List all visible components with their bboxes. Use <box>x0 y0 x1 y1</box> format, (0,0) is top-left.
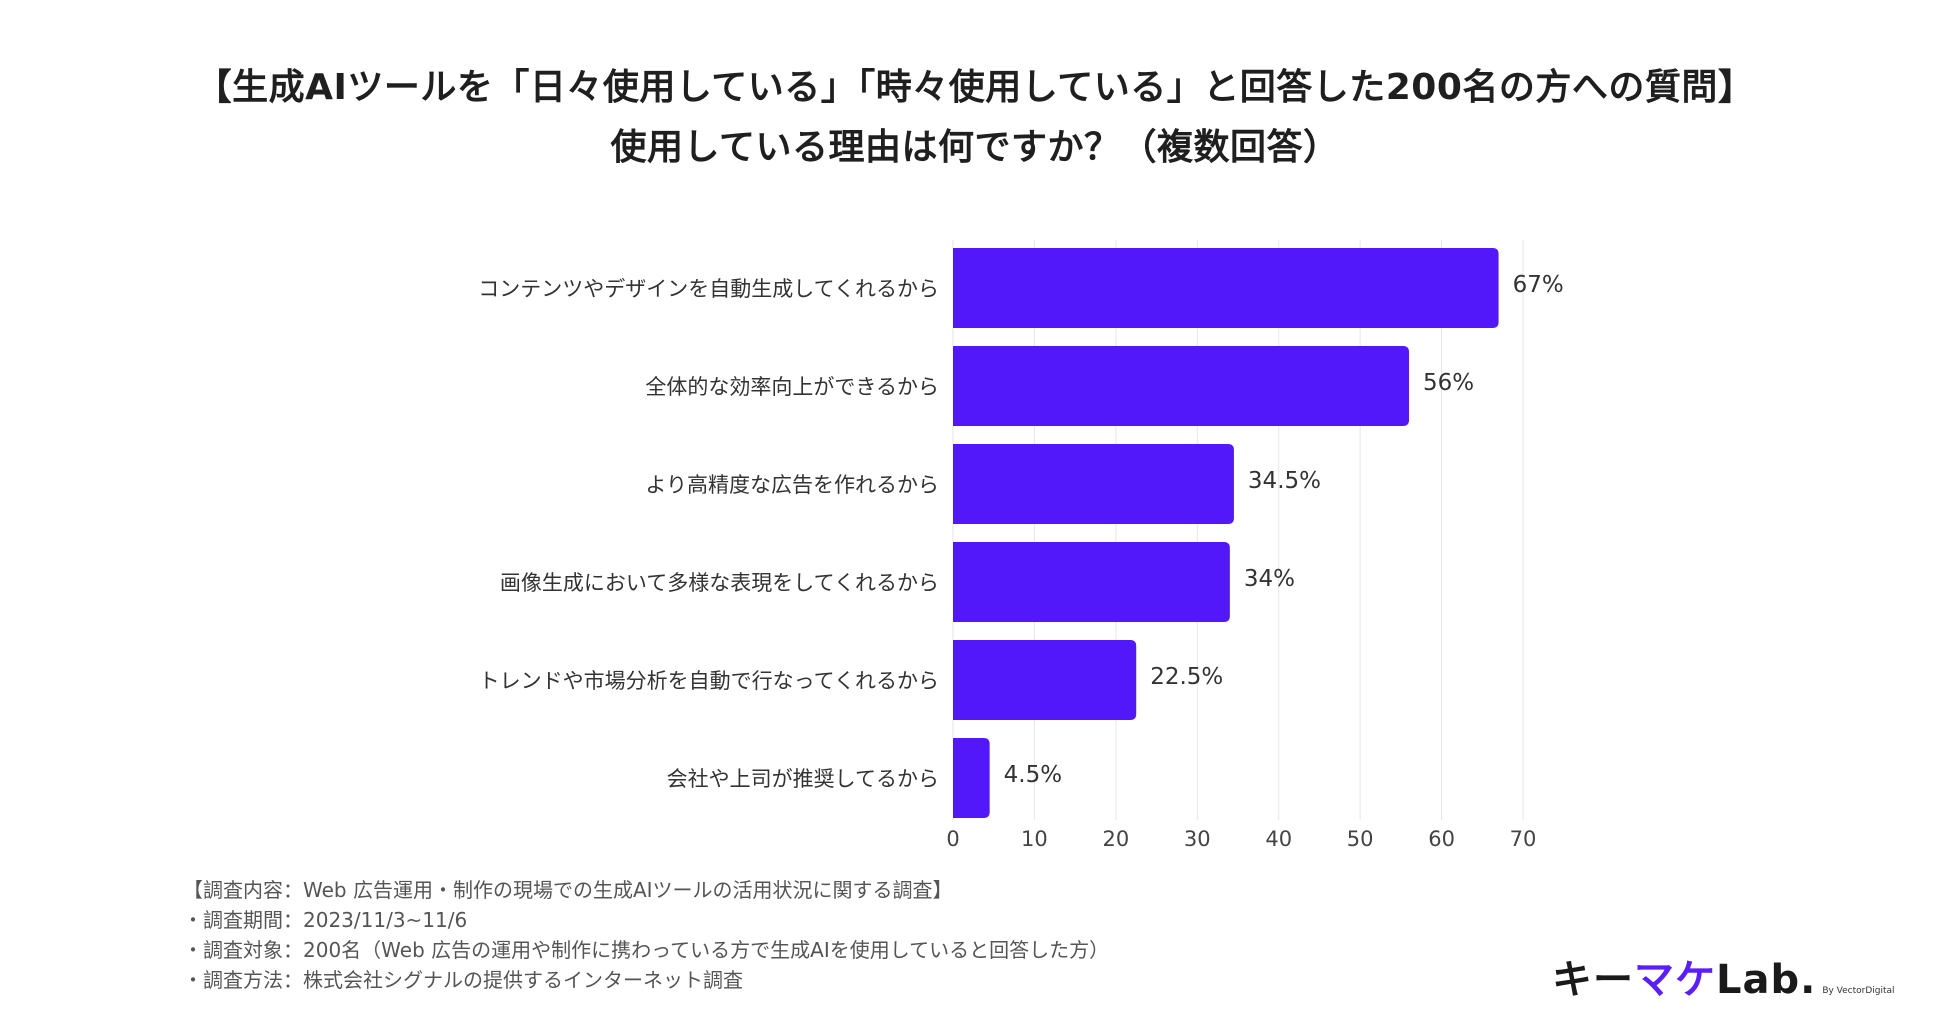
logo-part-1: キー <box>1552 957 1634 1003</box>
chart-title: 【生成AIツールを「日々使用している」「時々使用している」と回答した200名の方… <box>0 58 1950 178</box>
title-line-1: 【生成AIツールを「日々使用している」「時々使用している」と回答した200名の方… <box>195 67 1755 108</box>
x-tick-label: 70 <box>1510 827 1537 851</box>
category-label: より高精度な広告を作れるから <box>645 473 939 497</box>
survey-method-note: ・調査方法：株式会社シグナルの提供するインターネット調査 <box>183 968 743 992</box>
x-tick-label: 20 <box>1102 827 1129 851</box>
category-label: 画像生成において多様な表現をしてくれるから <box>500 571 939 595</box>
logo-part-2: マケ <box>1634 957 1716 1003</box>
survey-notes: 【調査内容：Web 広告運用・制作の現場での生成AIツールの活用状況に関する調査… <box>183 875 1109 995</box>
x-tick-label: 60 <box>1428 827 1455 851</box>
data-label: 4.5% <box>1004 762 1062 788</box>
logo-wordmark: キーマケLab. <box>1552 958 1816 1002</box>
x-tick-label: 40 <box>1265 827 1292 851</box>
logo-byline: By VectorDigital <box>1822 986 1895 996</box>
data-label: 34% <box>1244 566 1295 592</box>
category-label: コンテンツやデザインを自動生成してくれるから <box>478 277 939 301</box>
bar <box>953 444 1234 524</box>
data-label: 34.5% <box>1248 468 1321 494</box>
logo-part-3: Lab. <box>1716 957 1817 1003</box>
category-label: 会社や上司が推奨してるから <box>667 767 939 791</box>
bar <box>953 248 1499 328</box>
bar <box>953 738 990 818</box>
x-tick-label: 10 <box>1021 827 1048 851</box>
bar <box>953 346 1409 426</box>
brand-logo: キーマケLab. By VectorDigital <box>1552 952 1895 1002</box>
survey-period-note: ・調査期間：2023/11/3~11/6 <box>183 908 468 932</box>
x-tick-label: 50 <box>1347 827 1374 851</box>
x-tick-label: 30 <box>1184 827 1211 851</box>
bar <box>953 640 1137 720</box>
bar-chart: 0 10 20 30 40 50 60 70 コンテンツやデザインを自動生成してくれるから 67%… <box>478 240 1564 851</box>
survey-target-note: ・調査対象：200名（Web 広告の運用や制作に携わっている方で生成AIを使用し… <box>183 938 1110 962</box>
x-tick-label: 0 <box>946 827 959 851</box>
category-label: 全体的な効率向上ができるから <box>645 375 939 399</box>
data-label: 67% <box>1513 272 1564 298</box>
bar <box>953 542 1230 622</box>
category-label: トレンドや市場分析を自動で行なってくれるから <box>479 669 939 693</box>
survey-content-note: 【調査内容：Web 広告運用・制作の現場での生成AIツールの活用状況に関する調査… <box>183 878 953 902</box>
data-label: 22.5% <box>1150 664 1223 690</box>
data-label: 56% <box>1423 370 1474 396</box>
title-line-2: 使用している理由は何ですか？（複数回答） <box>610 127 1340 168</box>
